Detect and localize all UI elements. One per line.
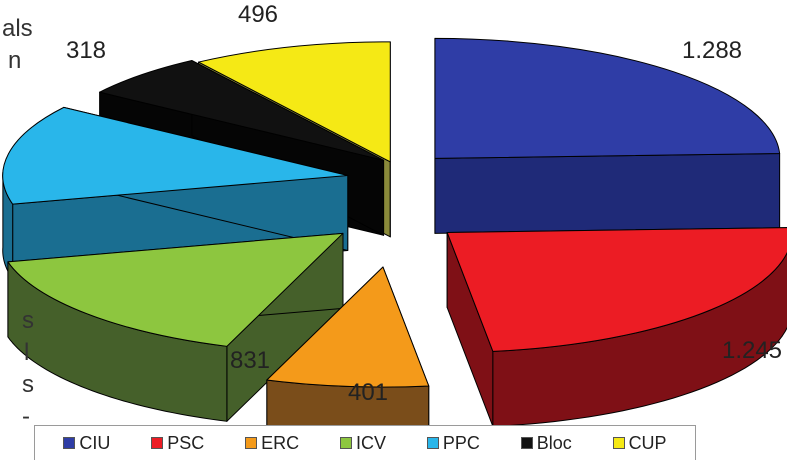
slice-wall-ciu-1 (434, 152, 781, 234)
data-label-cup: 496 (238, 1, 278, 28)
legend-swatch-psc (151, 437, 164, 449)
legend-item-icv: ICV (339, 432, 386, 454)
data-label-psc: 1.245 (722, 337, 782, 364)
cut-off-text-5: s (22, 371, 34, 398)
legend-label-bloc: Bloc (536, 432, 572, 453)
legend-label-psc: PSC (167, 432, 205, 453)
legend-item-cup: CUP (612, 432, 667, 454)
data-label-icv: 831 (230, 347, 270, 374)
legend-swatch-icv (339, 437, 352, 449)
legend-label-erc: ERC (261, 432, 300, 453)
legend-item-erc: ERC (245, 433, 299, 454)
legend-label-cup: CUP (628, 432, 667, 453)
legend-item-bloc: Bloc (520, 432, 572, 454)
legend-item-ppc: PPC (426, 432, 480, 454)
cut-off-text-2: n (8, 47, 22, 74)
legend-item-ciu: CIU (63, 433, 110, 454)
slice-top-cup (198, 41, 391, 163)
slice-top-ppc (2, 106, 349, 205)
slice-top-icv (7, 232, 344, 347)
pie-slice-icv (7, 232, 344, 422)
legend-swatch-erc (245, 437, 258, 449)
slice-top-ciu (434, 37, 781, 159)
legend-swatch-cup (612, 437, 625, 449)
data-label-erc: 401 (348, 379, 388, 406)
cut-off-text-3: s (22, 307, 34, 334)
slice-top-bloc (99, 60, 385, 161)
slice-top-psc (446, 227, 787, 352)
legend-item-psc: PSC (151, 433, 204, 454)
legend-swatch-ppc (426, 437, 439, 449)
legend-swatch-bloc (520, 437, 533, 449)
pie-slice-psc (446, 227, 787, 427)
legend-label-icv: ICV (355, 432, 386, 453)
data-label-bloc: 318 (66, 37, 106, 64)
cut-off-text-4: l (24, 339, 30, 366)
legend-label-ciu: CIU (79, 432, 111, 453)
cut-off-text-6: - (22, 403, 30, 430)
cut-off-text-1: als (2, 15, 33, 42)
chart-legend: CIU PSC ERC ICV PPC Bloc CUP (34, 425, 696, 460)
legend-label-ppc: PPC (442, 432, 480, 453)
slice-top-erc (266, 266, 430, 388)
data-label-ciu: 1.288 (682, 37, 742, 64)
pie-slice-ciu (434, 37, 781, 234)
legend-swatch-ciu (63, 437, 76, 449)
